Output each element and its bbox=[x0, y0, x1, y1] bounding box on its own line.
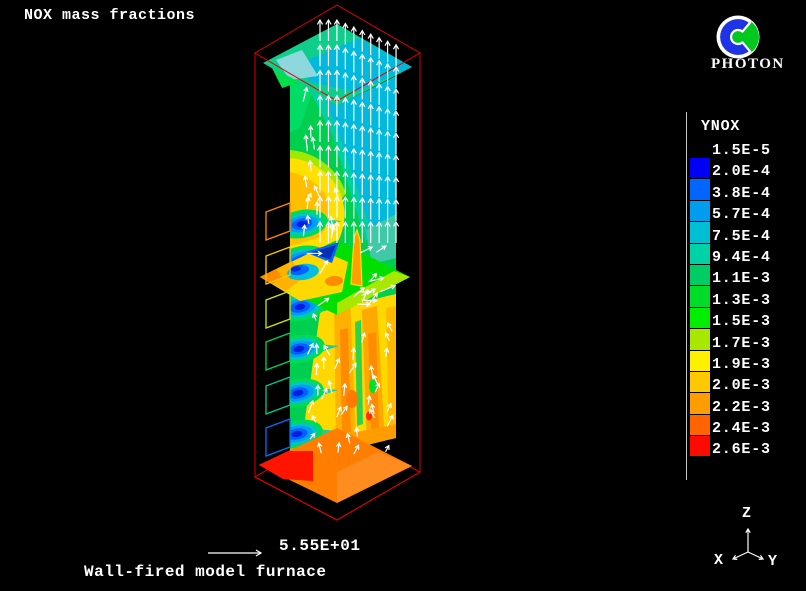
axis-label-y: Y bbox=[768, 553, 778, 570]
axis-label-z: Z bbox=[742, 505, 752, 522]
legend-swatch bbox=[690, 242, 710, 264]
legend-swatch bbox=[690, 178, 710, 200]
legend-swatch bbox=[690, 349, 710, 371]
legend-swatch bbox=[690, 392, 710, 414]
axis-label-x: X bbox=[714, 552, 724, 569]
legend-swatch bbox=[690, 328, 710, 350]
legend-level-label: 7.5E-4 bbox=[712, 227, 771, 245]
legend-level-label: 1.3E-3 bbox=[712, 291, 771, 309]
legend-level-label: 1.7E-3 bbox=[712, 334, 771, 352]
photon-logo-icon bbox=[716, 15, 760, 59]
legend-level-label: 5.7E-4 bbox=[712, 206, 771, 224]
legend-level-label: 1.9E-3 bbox=[712, 355, 771, 373]
legend-swatch bbox=[690, 413, 710, 436]
legend-swatch bbox=[690, 263, 710, 286]
vector-scale-value: 5.55E+01 bbox=[279, 537, 361, 555]
legend-level-label: 1.5E-3 bbox=[712, 313, 771, 331]
legend-swatch bbox=[690, 370, 710, 393]
legend-colorbar bbox=[690, 157, 710, 457]
legend-swatch bbox=[690, 285, 710, 307]
legend-swatch bbox=[690, 199, 710, 222]
legend-level-label: 1.5E-5 bbox=[712, 142, 771, 159]
legend-swatch bbox=[690, 221, 710, 243]
legend-title: YNOX bbox=[701, 118, 741, 135]
legend-labels: 1.5E-5 2.0E-4 3.8E-4 5.7E-4 7.5E-4 9.4E-4 1.1E… bbox=[712, 140, 771, 461]
plot-caption: Wall-fired model furnace bbox=[84, 563, 327, 581]
legend-swatch bbox=[690, 157, 710, 179]
legend-level-label: 2.0E-4 bbox=[712, 163, 771, 181]
legend-divider bbox=[686, 112, 687, 480]
legend-level-label: 3.8E-4 bbox=[712, 184, 771, 202]
legend-level-label: 2.0E-3 bbox=[712, 377, 771, 395]
legend-level-label: 2.2E-3 bbox=[712, 398, 771, 416]
legend-swatch bbox=[690, 435, 710, 457]
legend-level-label: 2.4E-3 bbox=[712, 420, 771, 438]
legend-swatch bbox=[690, 306, 710, 329]
legend-level-label: 1.1E-3 bbox=[712, 270, 771, 288]
photon-wordmark: PHOTON bbox=[711, 56, 785, 72]
legend-level-label: 2.6E-3 bbox=[712, 441, 771, 459]
plot-title: NOX mass fractions bbox=[24, 7, 196, 24]
legend-level-label: 9.4E-4 bbox=[712, 248, 771, 266]
